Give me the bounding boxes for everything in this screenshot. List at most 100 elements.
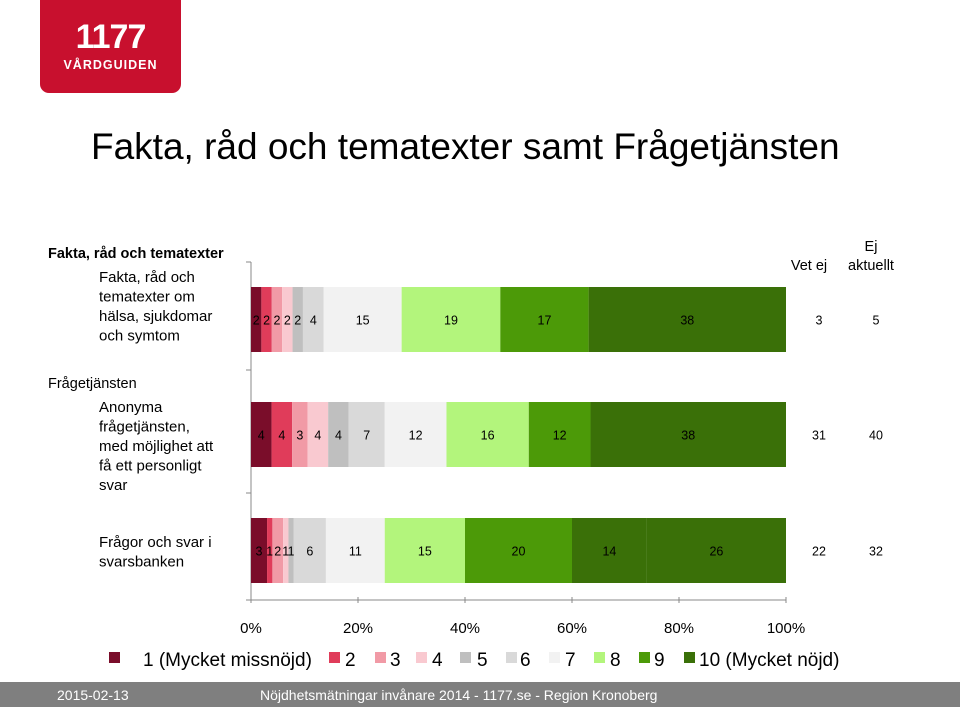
data-label: 19 (444, 314, 458, 328)
legend-label: 5 (477, 650, 488, 671)
legend-label: 9 (654, 650, 665, 671)
data-label: 3 (296, 429, 303, 443)
column-header-vet-ej: Vet ej (791, 258, 827, 274)
row-label: hälsa, sjukdomar (99, 308, 212, 325)
data-label: 38 (680, 314, 694, 328)
group-label: Frågetjänsten (48, 376, 137, 392)
bar-segment (384, 518, 465, 583)
logo-number: 1177 (75, 18, 147, 56)
row-label: tematexter om (99, 289, 195, 306)
legend-label: 2 (345, 650, 356, 671)
bar-segment (282, 287, 293, 352)
legend-swatch (329, 652, 340, 663)
footer-date: 2015-02-13 (57, 687, 129, 703)
vet-ej-value: 31 (812, 429, 826, 443)
data-label: 2 (263, 314, 270, 328)
vet-ej-value: 3 (816, 314, 823, 328)
row-label: Fakta, råd och (99, 269, 195, 286)
legend-swatch (460, 652, 471, 663)
legend-label: 10 (Mycket nöjd) (699, 650, 839, 671)
x-tick-label: 60% (557, 620, 587, 637)
vet-ej-value: 22 (812, 545, 826, 559)
data-label: 1 (288, 545, 295, 559)
legend-swatch (416, 652, 427, 663)
column-header-ej-aktuellt: aktuellt (848, 258, 894, 274)
bar-segment (500, 287, 589, 352)
page-title: Fakta, råd och tematexter samt Frågetjän… (91, 126, 840, 167)
row-label: och symtom (99, 328, 180, 345)
legend-label: 1 (Mycket missnöjd) (143, 650, 312, 671)
bar-segment (572, 518, 647, 583)
bar-segment (465, 518, 572, 583)
row-label: med möjlighet att (99, 438, 214, 455)
x-tick-label: 80% (664, 620, 694, 637)
bar-segment (401, 287, 501, 352)
data-label: 15 (418, 545, 432, 559)
legend-swatch (549, 652, 560, 663)
bar-segment (272, 518, 284, 583)
bar-segment (271, 402, 293, 467)
legend-swatch (594, 652, 605, 663)
bar-segment (528, 402, 591, 467)
bar-segment (446, 402, 529, 467)
data-label: 11 (349, 545, 362, 559)
data-label: 14 (602, 545, 616, 559)
bar-segment (323, 287, 402, 352)
data-label: 4 (335, 429, 342, 443)
data-label: 4 (258, 429, 265, 443)
bar-segment (325, 518, 385, 583)
legend-label: 7 (565, 650, 576, 671)
data-label: 4 (314, 429, 321, 443)
bar-segment (283, 518, 289, 583)
row-label: Anonyma (99, 399, 163, 416)
legend-swatch (109, 652, 120, 663)
row-label: Frågor och svar i (99, 534, 212, 551)
column-header-ej-aktuellt: Ej (865, 239, 878, 255)
bar-segment (251, 287, 262, 352)
legend-swatch (375, 652, 386, 663)
data-label: 2 (253, 314, 260, 328)
data-label: 17 (538, 314, 552, 328)
data-label: 26 (709, 545, 723, 559)
bar-segment (348, 402, 385, 467)
data-label: 7 (363, 429, 370, 443)
bar-segment (271, 287, 283, 352)
bar-segment (590, 402, 786, 467)
x-tick-label: 100% (767, 620, 805, 637)
legend-swatch (506, 652, 517, 663)
ej-aktuellt-value: 5 (873, 314, 880, 328)
bar-segment (261, 287, 272, 352)
legend-label: 4 (432, 650, 443, 671)
bar-segment (328, 402, 349, 467)
footer-bar (0, 682, 960, 707)
logo-name: VÅRDGUIDEN (63, 58, 158, 72)
legend-swatch (684, 652, 695, 663)
data-label: 20 (512, 545, 526, 559)
bar-segment (646, 518, 786, 583)
bar-segment (251, 402, 272, 467)
legend-swatch (639, 652, 650, 663)
data-label: 12 (553, 429, 567, 443)
x-tick-label: 40% (450, 620, 480, 637)
data-label: 16 (481, 429, 495, 443)
bar-segment (307, 402, 329, 467)
data-label: 3 (256, 545, 263, 559)
bar-segment (384, 402, 447, 467)
bar-segment (293, 518, 326, 583)
legend-label: 8 (610, 650, 621, 671)
data-label: 38 (681, 429, 695, 443)
legend-label: 6 (520, 650, 531, 671)
ej-aktuellt-value: 32 (869, 545, 883, 559)
data-label: 12 (409, 429, 423, 443)
data-label: 2 (273, 314, 280, 328)
data-label: 2 (294, 314, 301, 328)
row-label: få ett personligt (99, 458, 202, 475)
bar-segment (267, 518, 273, 583)
data-label: 1 (282, 545, 289, 559)
row-label: svarsbanken (99, 554, 184, 571)
x-tick-label: 20% (343, 620, 373, 637)
data-label: 2 (274, 545, 281, 559)
data-label: 6 (306, 545, 313, 559)
x-tick-label: 0% (240, 620, 262, 637)
data-label: 1 (266, 545, 273, 559)
